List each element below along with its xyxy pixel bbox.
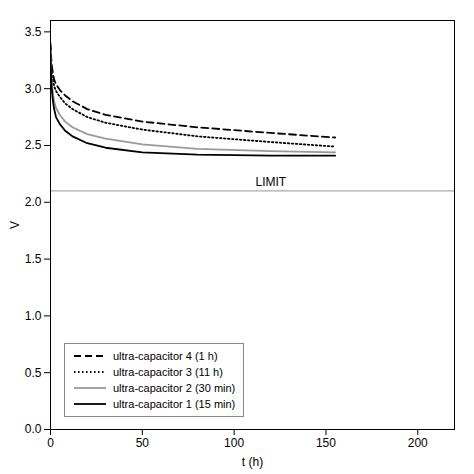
svg-text:0.5: 0.5: [25, 366, 42, 380]
svg-text:LIMIT: LIMIT: [256, 175, 287, 189]
svg-text:2.5: 2.5: [25, 138, 42, 152]
svg-text:50: 50: [136, 436, 150, 450]
svg-text:t (h): t (h): [242, 455, 263, 469]
svg-text:100: 100: [224, 436, 244, 450]
svg-text:2.0: 2.0: [25, 195, 42, 209]
svg-text:3.5: 3.5: [25, 25, 42, 39]
html-text:ultra-capacitor 4 (1 h): ultra-capacitor 4 (1 h): [113, 350, 218, 362]
svg-text:3.0: 3.0: [25, 82, 42, 96]
svg-text:V: V: [8, 221, 22, 229]
svg-text:150: 150: [316, 436, 336, 450]
html-text:ultra-capacitor 3 (11 h): ultra-capacitor 3 (11 h): [113, 366, 223, 378]
html-text:ultra-capacitor 1 (15 min): ultra-capacitor 1 (15 min): [113, 398, 236, 410]
svg-text:1.5: 1.5: [25, 252, 42, 266]
svg-text:200: 200: [408, 436, 428, 450]
svg-text:0.0: 0.0: [25, 422, 42, 436]
svg-text:0: 0: [47, 436, 54, 450]
html-text:ultra-capacitor 2 (30 min): ultra-capacitor 2 (30 min): [113, 382, 236, 394]
svg-text:1.0: 1.0: [25, 309, 42, 323]
